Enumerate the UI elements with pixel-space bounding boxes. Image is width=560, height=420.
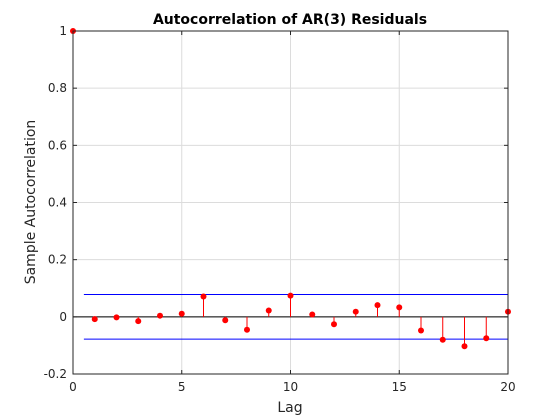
y-tick-label: 0.6 [48,138,67,152]
x-tick-label: 15 [392,380,407,394]
x-tick-label: 10 [283,380,298,394]
stem-marker [135,318,141,324]
stem-marker [288,293,294,299]
stem-marker [353,309,359,315]
y-tick-label: -0.2 [44,367,67,381]
stem-marker [266,308,272,314]
x-tick-label: 20 [500,380,515,394]
stem-marker [114,314,120,320]
stem-marker [462,343,468,349]
stem-marker [222,317,228,323]
y-tick-label: 1 [59,24,67,38]
stem-marker [331,321,337,327]
stem-marker [244,327,250,333]
y-axis-label: Sample Autocorrelation [23,120,39,285]
stem-marker [396,304,402,310]
stem-marker [201,294,207,300]
stem-marker [418,328,424,334]
y-tick-label: 0.8 [48,81,67,95]
chart-title: Autocorrelation of AR(3) Residuals [153,12,427,28]
stem-marker [157,313,163,319]
x-tick-label: 5 [178,380,186,394]
y-tick-label: 0 [59,310,67,324]
stem-marker [375,302,381,308]
y-tick-label: 0.2 [48,253,67,267]
x-axis-label: Lag [277,400,302,416]
stem-marker [92,316,98,322]
x-tick-label: 0 [69,380,77,394]
stem-marker [483,335,489,341]
stem-marker [440,337,446,343]
stem-marker [309,312,315,318]
y-tick-label: 0.4 [48,196,67,210]
stem-marker [179,311,185,317]
